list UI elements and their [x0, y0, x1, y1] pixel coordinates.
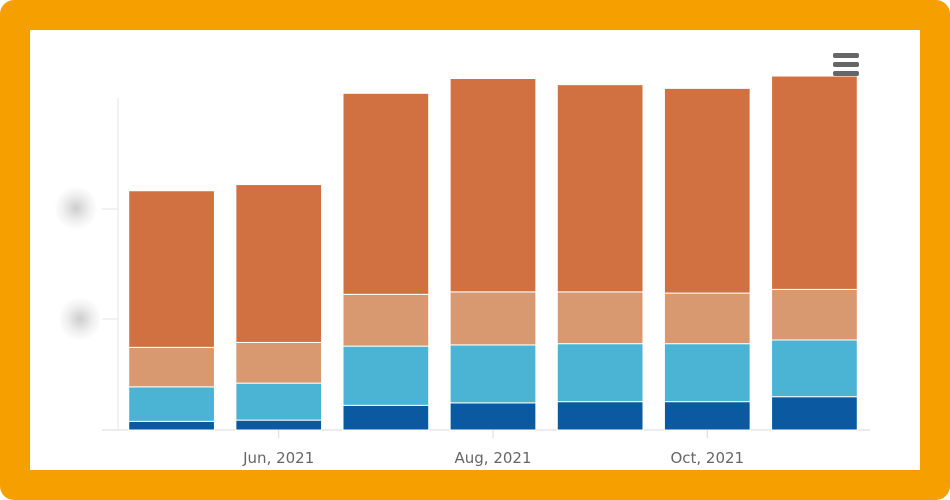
x-tick-label: Oct, 2021 — [670, 449, 744, 467]
bar-segment-1[interactable] — [449, 402, 537, 431]
bar-segment-1[interactable] — [128, 420, 215, 431]
bar-segment-3[interactable] — [128, 346, 215, 388]
bar-segment-3[interactable] — [342, 293, 430, 347]
bar-segment-1[interactable] — [556, 401, 644, 431]
bar-segment-4[interactable] — [771, 75, 858, 290]
bar-segment-2[interactable] — [128, 386, 215, 422]
hamburger-menu-icon[interactable] — [831, 52, 861, 78]
bar-segment-1[interactable] — [771, 396, 858, 431]
bar-segment-3[interactable] — [235, 341, 323, 384]
y-tick-label-blurred — [59, 298, 101, 340]
bar-segment-1[interactable] — [235, 419, 323, 431]
bar-segment-3[interactable] — [663, 292, 751, 345]
bar-segment-2[interactable] — [342, 345, 430, 406]
bar-segment-4[interactable] — [556, 84, 644, 293]
bar-segment-4[interactable] — [449, 78, 537, 293]
x-tick-label: Aug, 2021 — [455, 449, 532, 467]
bar-segment-3[interactable] — [771, 288, 858, 341]
y-tick-label-blurred — [55, 187, 97, 229]
bar-segment-1[interactable] — [663, 401, 751, 431]
x-tick-label: Jun, 2021 — [242, 449, 314, 467]
bar-segment-4[interactable] — [342, 92, 430, 295]
bar-segment-4[interactable] — [128, 190, 215, 348]
bar-segment-2[interactable] — [556, 343, 644, 403]
bar-segment-4[interactable] — [663, 87, 751, 294]
bar-segment-4[interactable] — [235, 184, 323, 343]
stacked-bar-chart: Jun, 2021 Aug, 2021 Oct, 2021 — [102, 75, 870, 467]
bar-segment-2[interactable] — [449, 344, 537, 404]
bar-segment-2[interactable] — [235, 382, 323, 421]
bar-segment-1[interactable] — [342, 404, 430, 431]
bar-segment-3[interactable] — [449, 291, 537, 346]
bar-segment-2[interactable] — [771, 339, 858, 398]
chart-panel: Jun, 2021 Aug, 2021 Oct, 2021 — [30, 30, 920, 470]
bar-segment-2[interactable] — [663, 343, 751, 403]
bar-segment-3[interactable] — [556, 291, 644, 345]
